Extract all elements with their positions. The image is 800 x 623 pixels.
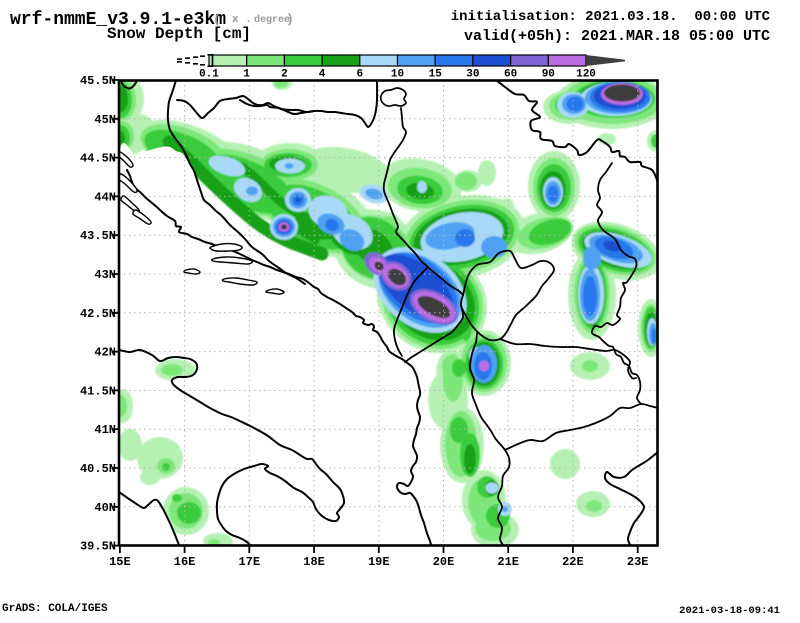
svg-text:22E: 22E [562,555,584,569]
svg-text:44N: 44N [94,190,116,204]
svg-text:19E: 19E [368,555,390,569]
svg-text:20E: 20E [433,555,455,569]
svg-text:60: 60 [504,69,517,81]
svg-text:21E: 21E [497,555,519,569]
svg-text:degree: degree [254,14,290,26]
svg-text:45N: 45N [94,113,116,127]
svg-text:1: 1 [243,69,250,81]
svg-text:42.5N: 42.5N [80,307,116,321]
svg-text:): ) [286,12,294,27]
svg-text:6: 6 [356,69,363,81]
svg-text:0.1: 0.1 [199,69,219,81]
svg-text:18E: 18E [303,555,325,569]
svg-text:2021-03-18-09:41: 2021-03-18-09:41 [679,605,780,617]
svg-text:41N: 41N [94,423,116,437]
svg-text:39.5N: 39.5N [80,540,116,554]
svg-text:41.5N: 41.5N [80,384,116,398]
svg-text:90: 90 [542,69,555,81]
svg-text:10: 10 [391,69,404,81]
svg-text:17E: 17E [238,555,260,569]
svg-text:16E: 16E [174,555,196,569]
svg-text:43N: 43N [94,268,116,282]
svg-text:4: 4 [319,69,326,81]
svg-text:23E: 23E [627,555,649,569]
svg-text:Snow Depth [cm]: Snow Depth [cm] [107,25,251,43]
svg-text:43.5N: 43.5N [80,229,116,243]
svg-text:(: ( [213,12,221,27]
svg-text:15E: 15E [109,555,131,569]
svg-text:40.5N: 40.5N [80,462,116,476]
svg-text:45.5N: 45.5N [80,74,116,88]
svg-text:2: 2 [281,69,288,81]
svg-text:GrADS: COLA/IGES: GrADS: COLA/IGES [2,603,108,615]
svg-text:15: 15 [429,69,443,81]
svg-text:30: 30 [466,69,479,81]
svg-text:initialisation: 2021.03.18. 0: initialisation: 2021.03.18. 00:00 UTC [451,9,771,25]
svg-text:44.5N: 44.5N [80,152,116,166]
svg-text:wrf-nmmE_v3.9.1-e3km: wrf-nmmE_v3.9.1-e3km [10,10,226,30]
svg-text:40N: 40N [94,501,116,515]
svg-text:42N: 42N [94,346,116,360]
svg-text:120: 120 [576,69,596,81]
svg-text:valid(+05h): 2021.MAR.18 05:00: valid(+05h): 2021.MAR.18 05:00 UTC [464,28,770,45]
svg-text:x .: x . [232,14,252,26]
